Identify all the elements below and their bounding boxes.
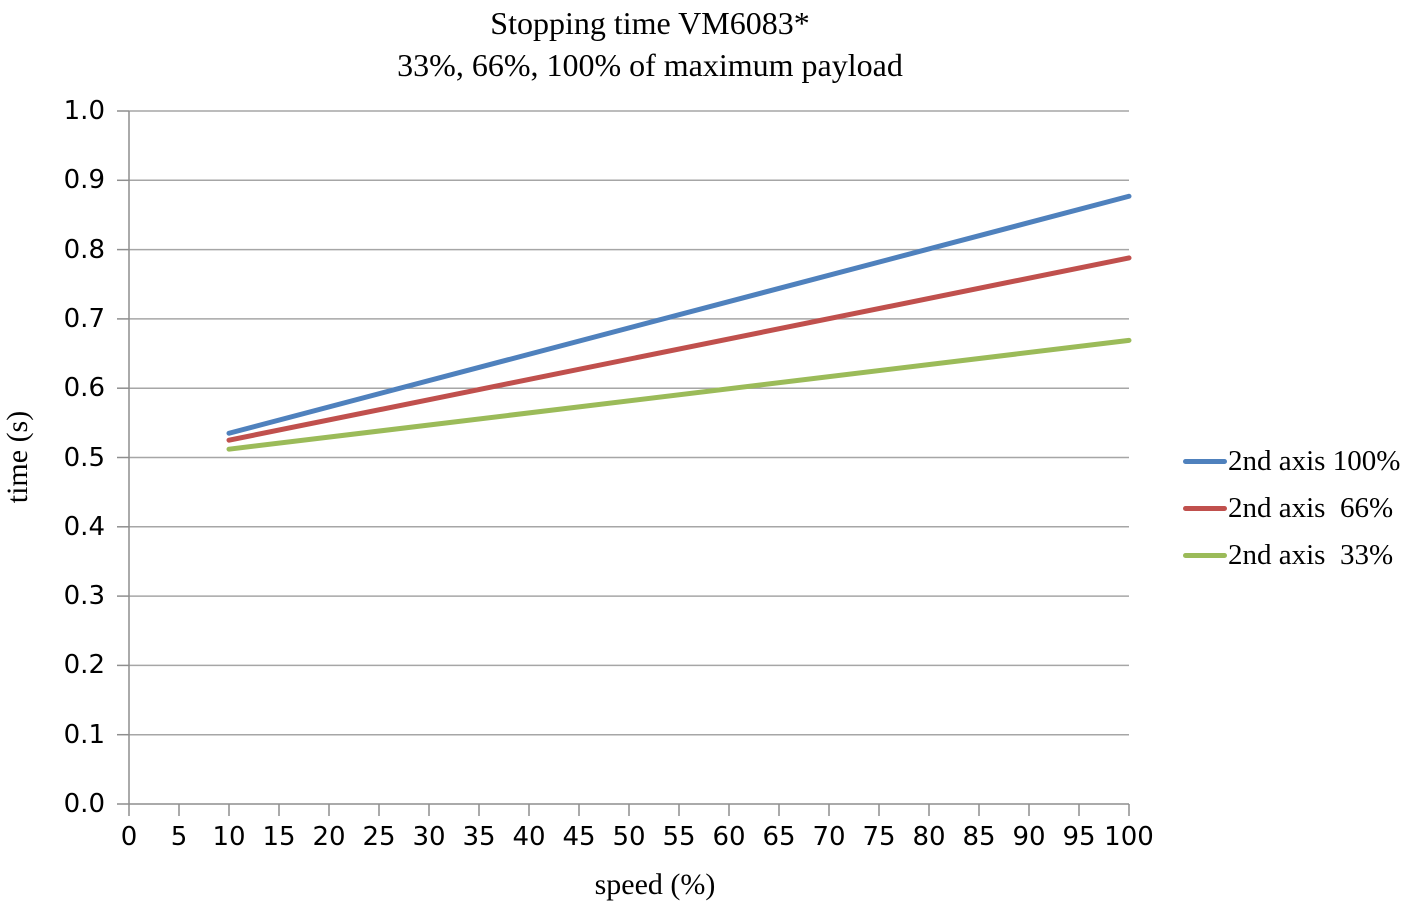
y-tick-label: 0.3 (63, 581, 105, 612)
legend-item-3: 2nd axis 33% (1183, 532, 1400, 579)
chart-subtitle: 33%, 66%, 100% of maximum payload (397, 47, 903, 83)
x-tick-label: 100 (1104, 822, 1154, 852)
y-tick-label: 0.9 (63, 165, 105, 196)
y-tick-label: 0.6 (63, 373, 105, 404)
y-tick-label: 0.4 (63, 511, 105, 542)
legend-line-swatch (1183, 459, 1227, 464)
y-tick-label: 0.1 (63, 719, 105, 750)
x-tick-label: 50 (612, 822, 646, 852)
chart-title-block: Stopping time VM6083* 33%, 66%, 100% of … (0, 2, 1300, 86)
y-tick-label: 0.0 (63, 789, 105, 819)
x-tick-label: 10 (212, 822, 246, 852)
x-axis-title: speed (%) (594, 868, 716, 901)
y-tick-label: 0.7 (63, 303, 105, 334)
legend-line-swatch (1183, 506, 1227, 511)
x-tick-label: 55 (662, 822, 696, 852)
y-axis-title: time (s) (1, 410, 34, 504)
x-tick-label: 20 (312, 822, 346, 852)
series-line-3 (226, 337, 1132, 452)
x-tick-label: 70 (812, 822, 846, 852)
legend-label: 2nd axis 66% (1228, 492, 1394, 524)
legend: 2nd axis 100% 2nd axis 66% 2nd axis 33% (1183, 438, 1400, 579)
y-tick-label: 1.0 (63, 96, 105, 126)
y-tick-label: 0.8 (63, 234, 105, 265)
x-tick-label: 45 (562, 822, 596, 852)
series-line-2 (226, 255, 1132, 443)
legend-line-swatch (1183, 553, 1227, 558)
legend-item-1: 2nd axis 100% (1183, 438, 1400, 485)
series-line-1 (226, 193, 1132, 436)
x-tick-label: 80 (912, 822, 946, 852)
x-tick-label: 0 (120, 822, 138, 852)
x-tick-label: 90 (1012, 822, 1046, 852)
x-tick-label: 15 (262, 822, 296, 852)
x-tick-label: 25 (362, 822, 396, 852)
x-tick-label: 95 (1062, 822, 1096, 852)
legend-label: 2nd axis 100% (1228, 445, 1401, 477)
legend-item-2: 2nd axis 66% (1183, 485, 1400, 532)
x-tick-label: 5 (170, 822, 188, 852)
x-tick-label: 30 (412, 822, 446, 852)
x-tick-label: 65 (762, 822, 796, 852)
chart-title: Stopping time VM6083* (490, 5, 810, 41)
x-tick-label: 75 (862, 822, 896, 852)
x-tick-label: 35 (462, 822, 496, 852)
y-tick-label: 0.2 (63, 650, 105, 681)
x-tick-label: 40 (512, 822, 546, 852)
y-tick-label: 0.5 (63, 442, 105, 473)
x-tick-label: 85 (962, 822, 996, 852)
legend-label: 2nd axis 33% (1228, 539, 1394, 571)
x-tick-label: 60 (712, 822, 746, 852)
